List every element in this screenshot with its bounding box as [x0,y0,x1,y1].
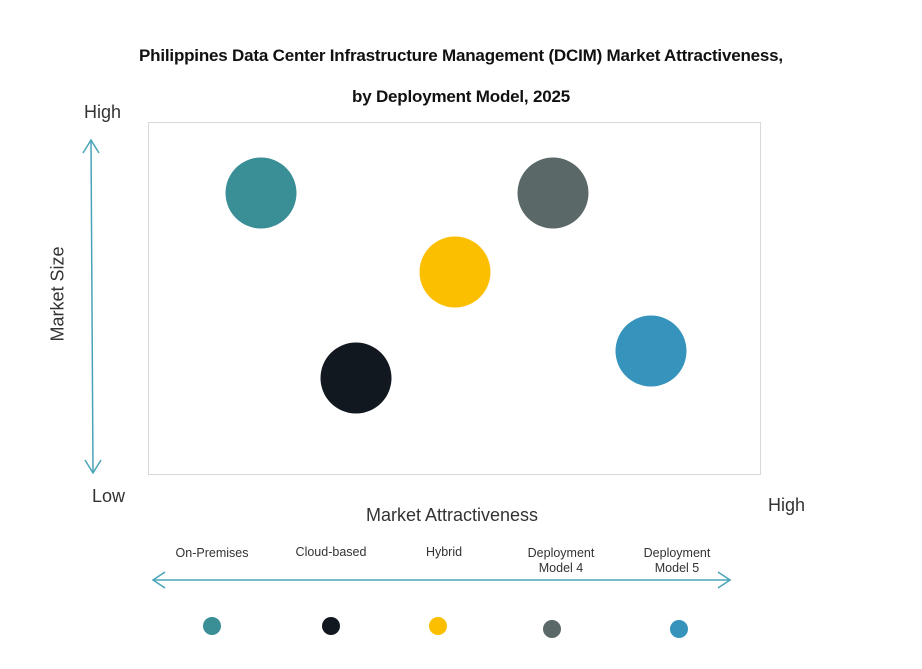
down-arrowhead-icon [84,459,102,475]
x-axis-high-label: High [768,495,806,515]
bubble-deployment-model-4 [517,157,589,229]
right-arrowhead-icon [717,571,732,589]
x-axis-title: Market Attractiveness [365,505,539,525]
legend-dot-deployment-model-5 [670,620,688,638]
bubble-cloud-based [320,342,392,414]
chart-title: Philippines Data Center Infrastructure M… [139,46,783,65]
bubble-on-premises [225,157,297,229]
bubble-deployment-model-5 [615,315,687,387]
plot-area [148,122,761,475]
legend-label-hybrid: Hybrid [425,545,463,559]
y-axis-high-label: High [84,102,122,122]
legend-dot-on-premises [203,617,221,635]
chart-subtitle: by Deployment Model, 2025 [352,87,570,106]
axis-low-label: Low [92,486,126,506]
y-axis-arrow-line [90,139,94,473]
legend-dot-deployment-model-4 [543,620,561,638]
legend-label-cloud-based: Cloud-based [295,545,367,559]
legend-dot-cloud-based [322,617,340,635]
legend-dot-hybrid [429,617,447,635]
left-arrowhead-icon [151,571,166,589]
legend-label-on-premises: On-Premises [175,546,249,560]
legend-label-deployment-model-5: Deployment Model 5 [643,546,711,575]
legend-label-deployment-model-4: Deployment Model 4 [527,546,595,575]
bubble-hybrid [419,236,490,308]
up-arrowhead-icon [82,138,100,154]
